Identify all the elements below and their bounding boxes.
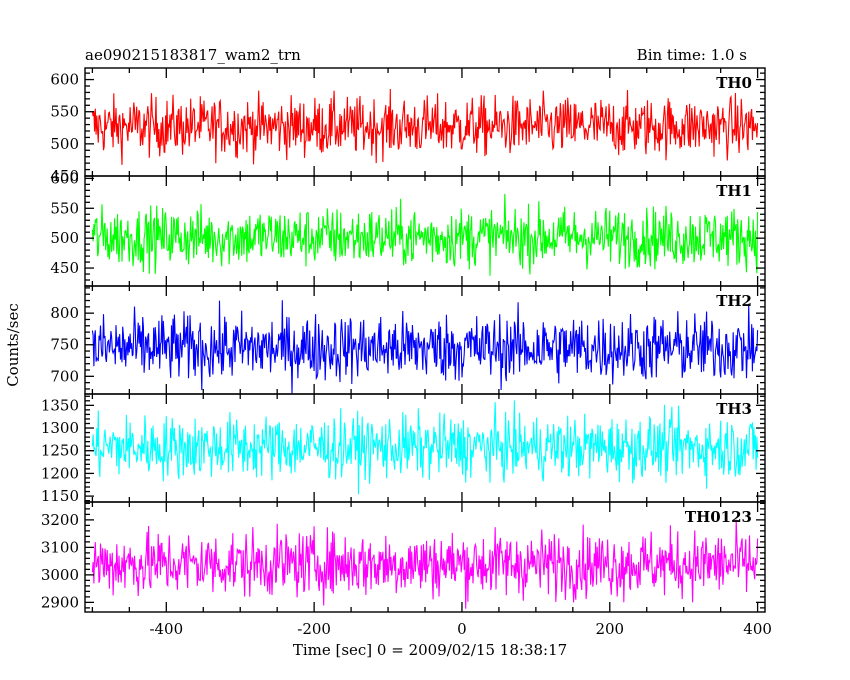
y-tick-label: 700: [50, 367, 79, 385]
series-line-TH0: [91, 88, 759, 165]
series-line-TH0123: [91, 519, 759, 609]
y-tick-label: 450: [50, 259, 79, 277]
y-tick-label: 2900: [41, 593, 79, 611]
y-axis-label: Counts/sec: [4, 303, 22, 387]
x-tick-label: 0: [457, 620, 467, 638]
y-tick-label: 600: [50, 169, 79, 187]
x-axis-label: Time [sec] 0 = 2009/02/15 18:38:17: [293, 641, 567, 659]
y-tick-label: 1150: [41, 487, 79, 505]
y-tick-label: 1350: [41, 396, 79, 414]
y-tick-label: 1250: [41, 442, 79, 460]
x-tick-label: 200: [595, 620, 624, 638]
y-tick-label: 3000: [41, 566, 79, 584]
x-tick-label: 400: [743, 620, 772, 638]
y-tick-label: 600: [50, 71, 79, 89]
y-tick-label: 750: [50, 336, 79, 354]
y-tick-label: 550: [50, 199, 79, 217]
chart-title: ae090215183817_wam2_trn: [85, 46, 301, 64]
panel-label-TH3: TH3: [716, 400, 752, 418]
x-tick-label: -200: [297, 620, 331, 638]
panel-frame: [84, 501, 766, 613]
y-tick-label: 3200: [41, 511, 79, 529]
panels-group: 450 500 550 600 TH0 450 500 550 600 TH1 700 750 800 T…: [41, 67, 772, 638]
y-tick-label: 1200: [41, 464, 79, 482]
panel-label-TH1: TH1: [716, 182, 752, 200]
y-tick-label: 500: [50, 229, 79, 247]
y-tick-label: 450: [50, 167, 79, 185]
panel-label-TH0: TH0: [716, 74, 752, 92]
x-tick-label: -400: [149, 620, 183, 638]
bin-time-label: Bin time: 1.0 s: [637, 46, 747, 64]
panel-label-TH2: TH2: [716, 292, 752, 310]
series-line-TH2: [91, 300, 759, 394]
y-tick-label: 800: [50, 304, 79, 322]
panel-label-TH0123: TH0123: [685, 508, 752, 526]
series-line-TH3: [91, 400, 759, 495]
y-tick-label: 3100: [41, 538, 79, 556]
y-tick-label: 550: [50, 103, 79, 121]
series-line-TH1: [91, 193, 759, 276]
y-tick-label: 500: [50, 135, 79, 153]
y-tick-label: 1300: [41, 419, 79, 437]
